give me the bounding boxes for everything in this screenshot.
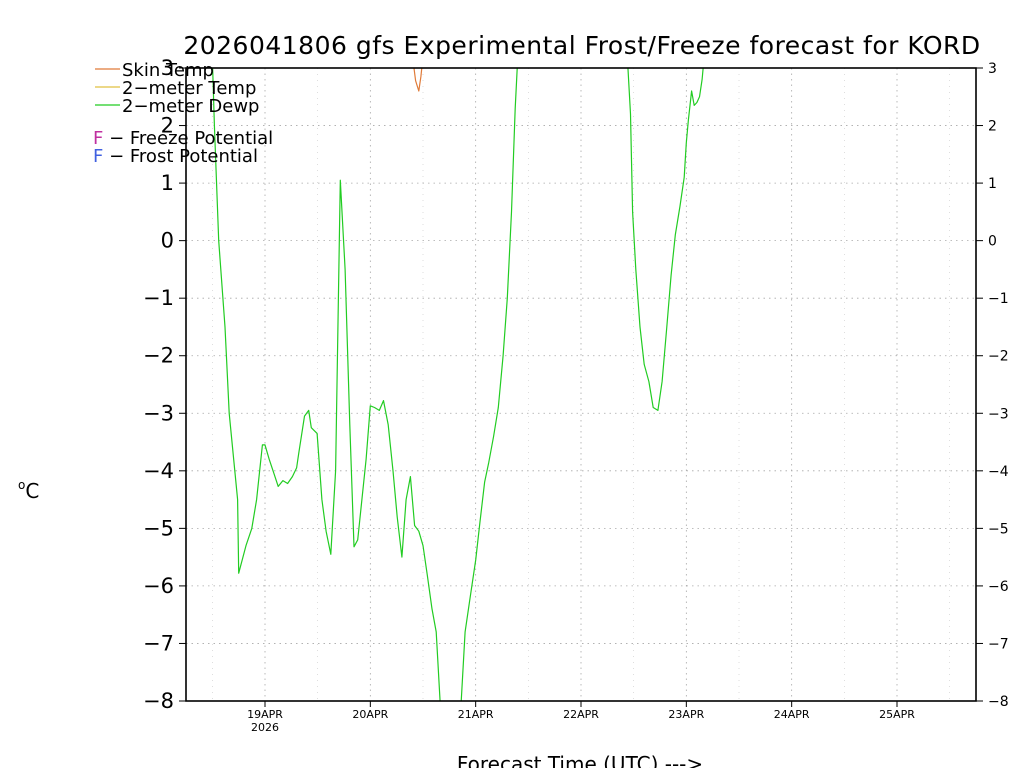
y-tick-label-left: 2	[161, 114, 174, 138]
y-tick-label-left: −4	[143, 459, 174, 483]
y-axis-label-degree: o	[18, 478, 25, 492]
y-tick-label-right: −3	[988, 406, 1009, 422]
y-axis-label: oC	[18, 478, 39, 503]
series-line-2-meter-dewp	[212, 68, 704, 701]
x-axis-label: Forecast Time (UTC) --->	[457, 752, 703, 768]
freeze-letter: F	[93, 128, 103, 149]
y-tick-label-left: −5	[143, 516, 174, 540]
y-tick-label-left: 1	[161, 171, 174, 195]
x-tick-label: 21APR	[458, 708, 494, 721]
y-tick-label-left: 0	[161, 229, 174, 253]
x-tick-label: 20APR	[352, 708, 388, 721]
frost-text: − Frost Potential	[103, 146, 258, 167]
y-tick-label-right: 0	[988, 234, 997, 250]
y-tick-label-right: −5	[988, 521, 1009, 537]
frost-letter: F	[93, 146, 103, 167]
x-tick-label: 24APR	[774, 708, 810, 721]
x-tick-label: 25APR	[879, 708, 915, 721]
freeze-potential-annotation: F − Freeze Potential	[93, 128, 273, 149]
y-tick-label-right: 1	[988, 176, 997, 192]
y-tick-label-right: −7	[988, 636, 1009, 652]
y-axis: 3 3 2 2 1 1 0 0 −1 −1 −2 −2 −3 −3 −4 −4 −5 −5 −6 −6 −7 −7 −8 −8	[143, 56, 1009, 713]
y-tick-label-right: −2	[988, 349, 1009, 365]
grid	[186, 68, 976, 701]
y-tick-label-left: −3	[143, 401, 174, 425]
series-line-skin-temp	[413, 68, 423, 92]
series-layer	[212, 68, 704, 701]
chart-title: 2026041806 gfs Experimental Frost/Freeze…	[183, 31, 980, 60]
y-tick-label-left: −8	[143, 689, 174, 713]
legend: Skin Temp 2−meter Temp 2−meter Dewp F − …	[93, 60, 273, 167]
y-tick-label-left: 3	[161, 56, 174, 80]
x-tick-sublabel: 2026	[251, 721, 279, 734]
y-tick-label-right: 3	[988, 61, 997, 77]
y-tick-label-right: −4	[988, 464, 1009, 480]
x-tick-label: 19APR	[247, 708, 283, 721]
legend-label-2m-dewp: 2−meter Dewp	[122, 96, 259, 117]
legend-label-2m-temp: 2−meter Temp	[122, 78, 256, 99]
y-tick-label-left: −2	[143, 344, 174, 368]
freeze-text: − Freeze Potential	[103, 128, 273, 149]
x-tick-label: 22APR	[563, 708, 599, 721]
y-tick-label-right: −1	[988, 291, 1009, 307]
y-tick-label-right: 2	[988, 119, 997, 135]
frost-potential-annotation: F − Frost Potential	[93, 146, 258, 167]
y-tick-label-left: −7	[143, 631, 174, 655]
y-tick-label-left: −6	[143, 574, 174, 598]
series-clip-group	[212, 68, 704, 701]
x-tick-label: 23APR	[668, 708, 704, 721]
y-axis-label-unit: C	[25, 479, 39, 503]
legend-label-skin-temp: Skin Temp	[122, 60, 214, 81]
y-tick-label-right: −6	[988, 579, 1009, 595]
y-tick-label-right: −8	[988, 694, 1009, 710]
y-tick-label-left: −1	[143, 286, 174, 310]
